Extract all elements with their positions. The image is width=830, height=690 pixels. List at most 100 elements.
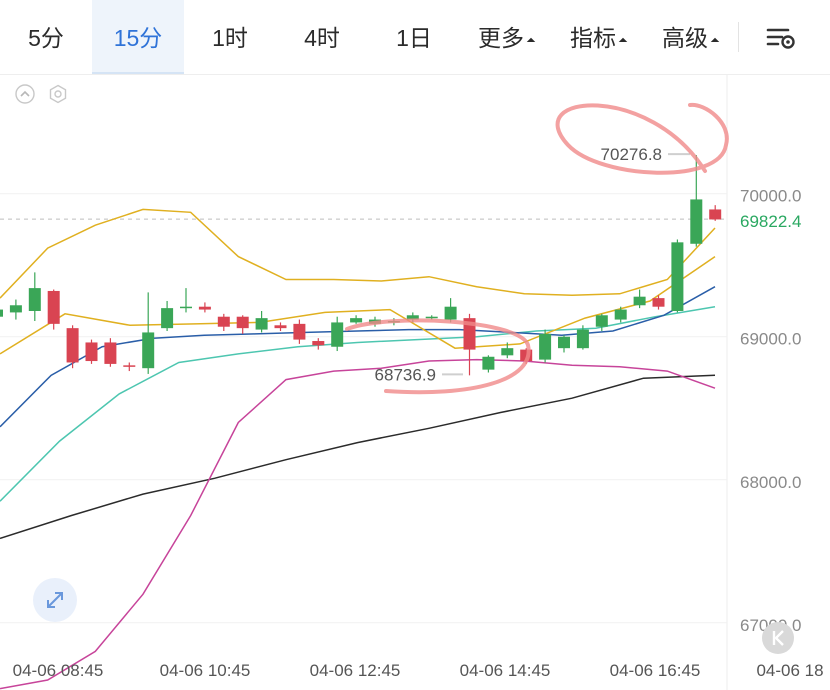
tab-4hour[interactable]: 4时 — [304, 25, 340, 51]
overlay-line-ma-teal — [0, 305, 716, 502]
overlay-line-boll-lower — [0, 358, 716, 690]
hexagon-gear-icon — [49, 84, 67, 104]
candle-body — [520, 349, 533, 362]
candle-body — [123, 365, 136, 367]
high-price-label: 70276.8 — [601, 145, 662, 164]
candle-body — [0, 309, 3, 317]
candle-body — [690, 199, 703, 244]
candle-body — [652, 298, 665, 307]
candle-body — [274, 325, 287, 329]
candle-body — [350, 318, 363, 323]
candle-body — [482, 356, 495, 370]
candle — [236, 315, 249, 334]
y-tick-label: 69000.0 — [740, 330, 801, 349]
candle — [558, 335, 570, 353]
tab-1hour[interactable]: 1时 — [212, 25, 248, 51]
overlay-line-boll-upper — [0, 208, 716, 299]
candle-body — [312, 341, 325, 346]
timeframe-toolbar: 5分 15分 1时 4时 1日 更多 指标 高级 — [0, 0, 830, 74]
candle-body — [198, 306, 211, 310]
candle-body — [633, 296, 646, 306]
candle — [595, 313, 608, 332]
overlay-line-ma-yellow — [0, 255, 716, 355]
candle-body — [217, 316, 230, 327]
tab-indicators[interactable]: 指标 — [552, 0, 644, 72]
candle — [293, 319, 306, 344]
candle — [180, 288, 192, 313]
candle — [217, 313, 230, 332]
chart-settings-button[interactable] — [760, 22, 800, 54]
candle — [576, 325, 589, 350]
candle — [66, 325, 79, 369]
tab-5min[interactable]: 5分 — [28, 25, 64, 51]
candle — [652, 295, 665, 310]
dropdown-caret-icon — [526, 37, 536, 47]
x-tick-label: 04-06 10:45 — [160, 661, 251, 680]
tab-15min[interactable]: 15分 — [92, 0, 184, 74]
tab-1day[interactable]: 1日 — [396, 25, 432, 51]
expand-icon — [47, 592, 63, 608]
candle-body — [142, 332, 155, 369]
x-tick-label: 04-06 14:45 — [460, 661, 551, 680]
candle-body — [255, 318, 268, 330]
tab-more[interactable]: 更多 — [460, 0, 552, 72]
candle — [255, 310, 268, 333]
candle-body — [180, 306, 192, 309]
x-tick-label: 04-06 08:45 — [13, 661, 104, 680]
double-chevron-right-icon — [772, 630, 784, 646]
candle-body — [331, 322, 344, 347]
candle-body — [104, 342, 117, 364]
candle — [501, 342, 514, 359]
toolbar-bottom-border — [0, 74, 830, 75]
candle — [482, 355, 495, 373]
candle-body — [85, 342, 98, 362]
candle-body — [406, 315, 419, 320]
candle-body — [161, 308, 174, 329]
candle — [539, 329, 552, 363]
candle-body — [558, 336, 570, 349]
candle — [123, 362, 136, 372]
candle — [47, 289, 60, 330]
chart-settings-icon — [766, 28, 795, 49]
x-tick-label: 04-06 16:45 — [610, 661, 701, 680]
y-tick-label: 70000.0 — [740, 187, 801, 206]
candle-body — [28, 288, 41, 311]
scroll-to-latest-button[interactable] — [762, 622, 794, 654]
candle — [633, 289, 646, 309]
candle-body — [293, 323, 306, 340]
candle — [614, 306, 627, 323]
candle-body — [709, 209, 722, 220]
candle — [671, 239, 684, 313]
candle — [28, 272, 41, 321]
dropdown-caret-icon — [618, 37, 628, 47]
candle-body — [66, 328, 79, 363]
dropdown-caret-icon — [710, 37, 720, 47]
candle — [274, 322, 287, 332]
y-tick-label: 68000.0 — [740, 473, 801, 492]
candle — [9, 299, 22, 320]
candle-body — [614, 309, 627, 320]
overlay-line-ma-blue — [0, 286, 716, 428]
collapse-toggle-button[interactable] — [15, 84, 35, 104]
tab-advanced[interactable]: 高级 — [644, 0, 736, 72]
candle — [312, 338, 325, 350]
candle — [709, 205, 722, 221]
candle — [444, 298, 457, 323]
candle — [142, 292, 155, 374]
candle-body — [425, 316, 438, 319]
indicator-settings-button[interactable] — [48, 84, 68, 104]
fullscreen-button[interactable] — [33, 578, 77, 622]
candle-body — [539, 333, 552, 360]
candle — [198, 302, 211, 313]
candle-body — [671, 242, 684, 311]
toolbar-divider — [738, 22, 739, 52]
highlight-scribble — [345, 318, 531, 395]
candle-body — [9, 305, 22, 313]
chevron-up-icon — [15, 84, 35, 104]
candle-body — [501, 348, 514, 356]
last-price-label: 69822.4 — [740, 212, 801, 231]
candle — [350, 315, 363, 324]
x-tick-label: 04-06 18 — [756, 661, 823, 680]
candle — [161, 300, 174, 332]
